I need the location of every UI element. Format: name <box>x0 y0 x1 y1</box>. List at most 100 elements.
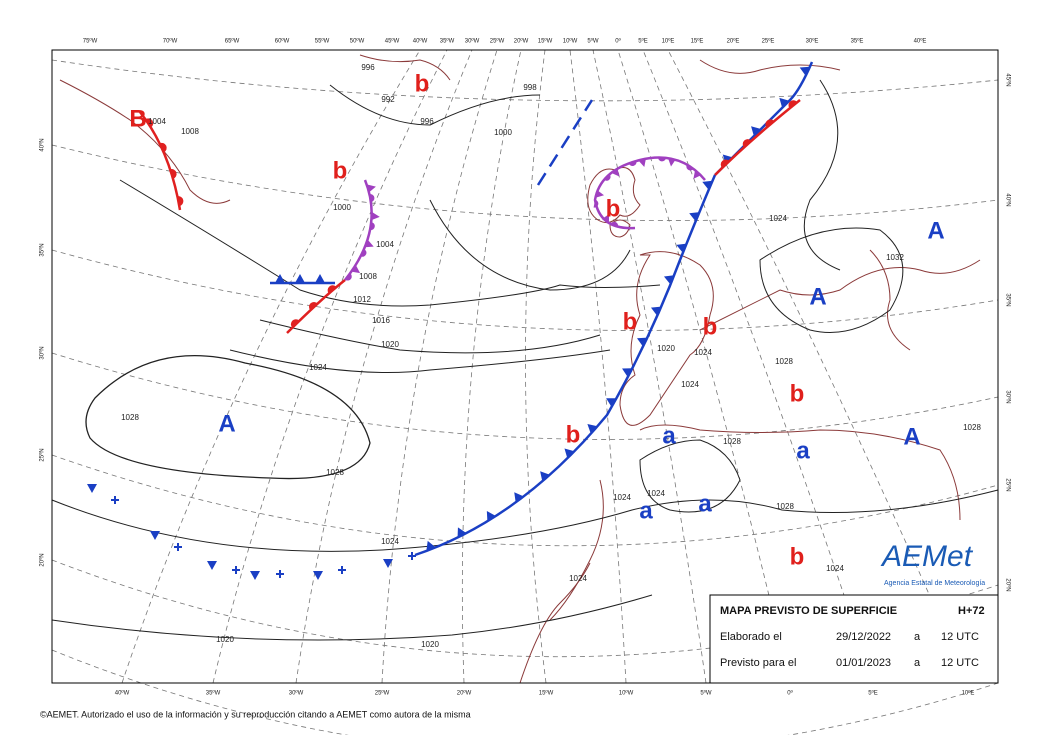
triangle <box>667 158 676 167</box>
pressure-center: A <box>903 423 920 450</box>
warm-symbol <box>159 142 167 153</box>
pressure-center: B <box>129 105 146 132</box>
made-time: 12 UTC <box>941 631 979 643</box>
top-lon-label: 25ºE <box>762 38 775 45</box>
parallel <box>51 649 999 735</box>
footer: ©AEMET. Autorizado el uso de la informac… <box>40 709 471 719</box>
occluded-symbol <box>658 156 676 167</box>
cold-symbol <box>606 398 617 407</box>
triangle <box>383 559 393 568</box>
top-lon-label: 40ºE <box>914 38 927 45</box>
semicircle <box>290 319 300 328</box>
semicircle <box>177 196 184 207</box>
logo: AEMet Agencia Estatal de Meteorología <box>880 540 985 587</box>
triangle <box>638 158 646 168</box>
semicircle <box>658 156 667 162</box>
cross <box>276 570 284 578</box>
top-lon-label: 0º <box>615 38 621 45</box>
isobar-label: 1004 <box>148 117 166 126</box>
occluded-symbol <box>367 184 376 203</box>
isobar-label: 1008 <box>181 127 199 136</box>
semicircle <box>159 142 167 153</box>
isobar-label: 998 <box>523 83 537 92</box>
top-lon-label: 10ºW <box>563 38 578 45</box>
triangle <box>650 306 662 316</box>
semicircle <box>593 199 599 208</box>
cross <box>111 496 119 504</box>
isobar-label: 1020 <box>216 635 234 644</box>
right-lat-label: 25ºN <box>1004 478 1011 491</box>
meridian <box>667 49 969 684</box>
logo-subtitle: Agencia Estatal de Meteorología <box>884 580 985 587</box>
triangle <box>587 424 598 434</box>
cold-front <box>414 174 717 557</box>
left-lat-label: 25ºN <box>39 448 46 461</box>
pressure-center: b <box>790 543 805 570</box>
cold-symbol <box>275 274 285 283</box>
right-lat-label: 35ºN <box>1004 293 1011 306</box>
semicircle <box>345 273 352 281</box>
cold-symbol <box>315 274 325 283</box>
bottom-lon-label: 30ºW <box>289 690 304 697</box>
semicircle <box>686 164 694 171</box>
isobar-label: 1032 <box>886 253 904 262</box>
left-lat-label: 40ºN <box>39 138 46 151</box>
top-lon-label: 20ºE <box>727 38 740 45</box>
map-frame <box>51 49 999 684</box>
isobar-label: 992 <box>381 95 395 104</box>
cross <box>338 566 346 574</box>
triangle <box>663 275 675 285</box>
isobar-label: 1020 <box>421 640 439 649</box>
isobar-label: 1024 <box>826 564 844 573</box>
triangle <box>540 471 550 482</box>
cold-symbol <box>779 97 790 108</box>
cross <box>232 566 240 574</box>
occluded-symbol <box>345 265 361 281</box>
isobar-label: 1028 <box>963 423 981 432</box>
triangle <box>87 484 97 493</box>
info-title: MAPA PREVISTO DE SUPERFICIE <box>720 605 897 617</box>
meridian <box>381 49 498 684</box>
occluded-symbol <box>370 212 380 231</box>
pressure-center: b <box>333 157 348 184</box>
triangle <box>799 66 810 76</box>
isobar-label: 1024 <box>381 537 399 546</box>
cold-symbol <box>751 126 761 137</box>
info-box: MAPA PREVISTO DE SUPERFICIE H+72 Elabora… <box>709 594 999 684</box>
top-lon-label: 5ºE <box>638 38 648 45</box>
isobar-label: 1024 <box>694 348 712 357</box>
pressure-center: b <box>623 308 638 335</box>
triangle <box>689 212 700 222</box>
top-lon-label: 50ºW <box>350 38 365 45</box>
bottom-lon-label: 10ºW <box>619 690 634 697</box>
pressure-center: A <box>927 217 944 244</box>
cold-symbol <box>564 448 575 459</box>
top-lon-label: 65ºW <box>225 38 240 45</box>
cold-symbol <box>540 471 550 482</box>
isobar-label: 1028 <box>775 357 793 366</box>
cold-symbol <box>650 306 662 316</box>
triangle <box>295 274 305 283</box>
triangle <box>313 571 323 580</box>
isobar-label: 1016 <box>372 316 390 325</box>
cold-symbol <box>676 243 687 253</box>
occluded-symbol <box>628 158 646 168</box>
upper-trough <box>536 99 594 186</box>
warm-symbol <box>788 100 798 109</box>
isobar-label: 1028 <box>121 413 139 422</box>
parallel <box>51 144 999 221</box>
triangle <box>637 337 648 347</box>
meridian <box>295 49 473 684</box>
triangle <box>371 212 380 221</box>
cross <box>174 543 182 551</box>
cold-symbol <box>622 368 633 378</box>
semicircle <box>610 221 619 228</box>
bottom-lon-label: 10ºE <box>962 690 975 697</box>
occluded-symbol <box>603 167 620 181</box>
top-lon-label: 55ºW <box>315 38 330 45</box>
semicircle <box>369 194 375 203</box>
pressure-center: b <box>566 421 581 448</box>
pressure-center: A <box>218 410 235 437</box>
top-lon-label: 30ºW <box>465 38 480 45</box>
meridian <box>121 49 421 684</box>
